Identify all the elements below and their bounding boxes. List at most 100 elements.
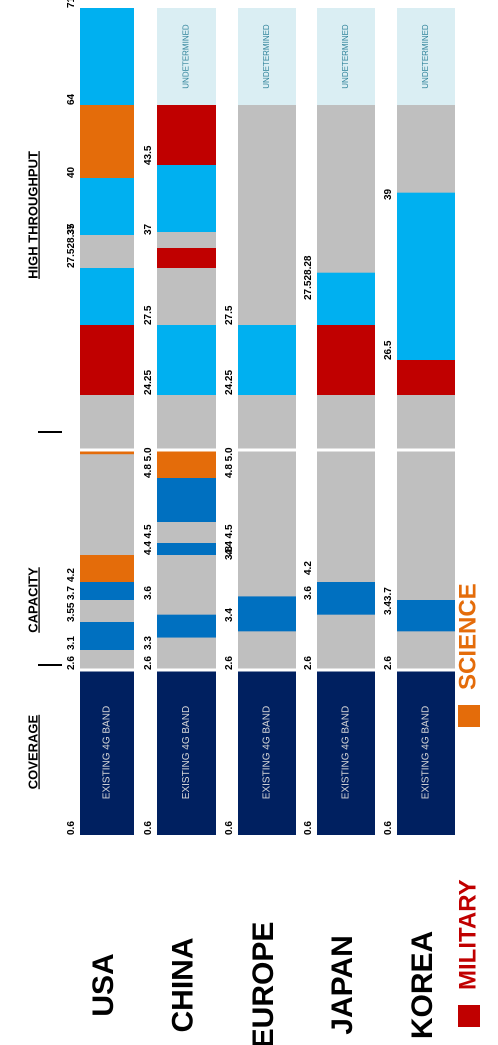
tick-label: 40 [66, 166, 77, 178]
band-segment-china-2 [157, 543, 216, 555]
country-label-korea: KOREA [406, 931, 439, 1039]
band-segment-china-6 [157, 248, 216, 268]
section-header-2: HIGH THROUGHPUT [25, 151, 40, 279]
tick-label: 27.528.35 [66, 223, 77, 268]
tick-label: 4.4 4.5 [224, 524, 235, 555]
band-bars: EXISTING 4G BAND EXISTING 4G BAND UNDETERM… [80, 8, 455, 835]
band-segment-china-5 [157, 325, 216, 395]
band-segment-usa-5 [80, 325, 134, 395]
band-segment-usa-2 [80, 582, 134, 600]
tick-label: 4.4 4.5 [143, 524, 154, 555]
band-segment-usa-1 [80, 622, 134, 650]
country-label-europe: EUROPE [247, 922, 280, 1045]
tick-label: 2.6 [66, 656, 77, 670]
band-segment-usa-0 [80, 670, 134, 835]
tick-label: 4.2 [303, 561, 314, 575]
band-segment-china-0 [157, 670, 216, 835]
band-segment-japan-0 [317, 670, 375, 835]
segment-label: EXISTING 4G BAND [262, 706, 273, 799]
country-labels: USA CHINA EUROPE JAPAN KOREA [87, 922, 439, 1045]
tick-label: 3.4 [224, 608, 235, 622]
tick-label: 0.6 [303, 821, 314, 835]
band-segment-korea-2 [397, 360, 455, 395]
tick-label: 3.55 [66, 602, 77, 622]
legend: MILITARY SCIENCE [454, 583, 481, 1027]
band-segment-japan-1 [317, 582, 375, 615]
tick-label: 3.3 [143, 636, 154, 650]
tick-label: 27.5 [143, 305, 154, 325]
tick-label: 3.6 [303, 586, 314, 600]
band-segment-china-4 [157, 450, 216, 478]
band-segment-europe-1 [238, 596, 296, 632]
tick-label: 27.528.28 [303, 255, 314, 300]
legend-label-military: MILITARY [454, 879, 481, 990]
segment-label: EXISTING 4G BAND [421, 706, 432, 799]
segment-label: EXISTING 4G BAND [102, 706, 113, 799]
tick-label: 0.6 [143, 821, 154, 835]
tick-label: 3.7 [66, 586, 77, 600]
country-label-china: CHINA [166, 938, 199, 1033]
tick-labels: 0.62.63.13.553.74.227.528.35374064710.62… [66, 0, 394, 835]
tick-label: 3.6 [143, 586, 154, 600]
tick-label: 2.6 [143, 656, 154, 670]
band-segment-china-7 [157, 165, 216, 232]
tick-label: 3.1 [66, 636, 77, 650]
tick-label: 71 [66, 0, 77, 8]
tick-label: 2.6 [303, 656, 314, 670]
band-segment-korea-1 [397, 600, 455, 632]
band-segment-usa-3 [80, 555, 134, 582]
band-segment-usa-6 [80, 268, 134, 325]
band-segment-japan-3 [317, 272, 375, 325]
band-segment-usa-8 [80, 105, 134, 178]
band-segment-korea-4 [397, 8, 455, 105]
tick-label: 24.25 [143, 370, 154, 395]
tick-label: 37 [143, 223, 154, 235]
band-segment-china-8 [157, 105, 216, 165]
band-segment-japan-2 [317, 325, 375, 395]
tick-label: 24.25 [224, 370, 235, 395]
band-segment-europe-2 [238, 325, 296, 395]
band-segment-europe-0 [238, 670, 296, 835]
segment-label: EXISTING 4G BAND [181, 706, 192, 799]
band-segment-china-3 [157, 478, 216, 522]
band-segment-china-1 [157, 614, 216, 638]
tick-label: 37 [66, 223, 77, 235]
legend-label-science: SCIENCE [454, 583, 481, 690]
legend-swatch-military [458, 1005, 480, 1027]
band-segment-japan-4 [317, 8, 375, 105]
tick-label: 3.43.7 [383, 587, 394, 615]
section-header-0: COVERAGE [25, 714, 40, 789]
tick-label: 3.8 [224, 546, 235, 560]
tick-label: 43.5 [143, 145, 154, 165]
legend-swatch-science [458, 705, 480, 727]
tick-label: 64 [66, 93, 77, 105]
band-segment-usa-4 [80, 450, 134, 455]
tick-label: 26.5 [383, 340, 394, 360]
segment-label: UNDETERMINED [182, 24, 191, 89]
segment-label: UNDETERMINED [262, 24, 271, 89]
tick-label: 4.8 5.0 [224, 447, 235, 478]
tick-label: 39 [383, 188, 394, 200]
tick-label: 4.8 5.0 [143, 447, 154, 478]
tick-label: 0.6 [66, 821, 77, 835]
segment-label: UNDETERMINED [421, 24, 430, 89]
section-header-1: CAPACITY [25, 567, 40, 633]
tick-label: 2.6 [383, 656, 394, 670]
country-label-japan: JAPAN [326, 935, 359, 1034]
segment-label: UNDETERMINED [341, 24, 350, 89]
band-segment-korea-3 [397, 192, 455, 360]
band-segment-usa-9 [80, 8, 134, 105]
segment-label: EXISTING 4G BAND [341, 706, 352, 799]
band-segment-korea-0 [397, 670, 455, 835]
tick-label: 2.6 [224, 656, 235, 670]
tick-label: 0.6 [383, 821, 394, 835]
tick-label: 0.6 [224, 821, 235, 835]
band-segment-usa-7 [80, 178, 134, 235]
band-segment-china-9 [157, 8, 216, 105]
tick-label: 4.2 [66, 568, 77, 582]
section-headers: COVERAGE CAPACITY HIGH THROUGHPUT [25, 151, 62, 789]
country-label-usa: USA [87, 953, 120, 1016]
band-segment-europe-3 [238, 8, 296, 105]
tick-label: 27.5 [224, 305, 235, 325]
